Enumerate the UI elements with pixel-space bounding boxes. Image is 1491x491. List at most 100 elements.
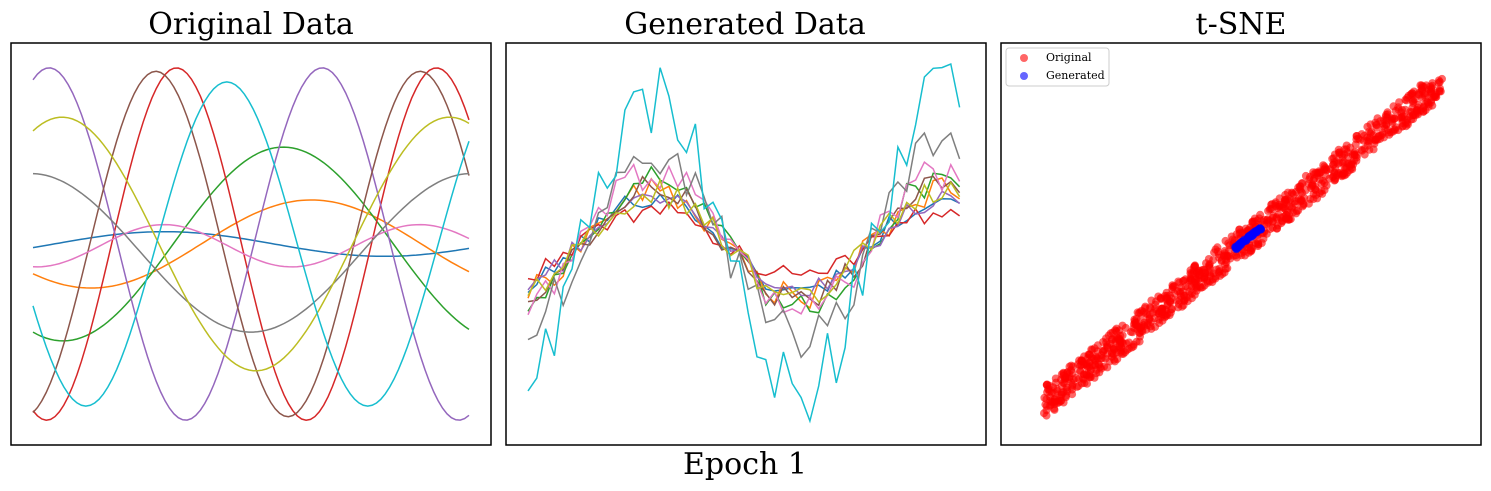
tsne-point-original [1108,335,1117,344]
tsne-point-original [1271,199,1280,208]
tsne-point-original [1418,93,1427,102]
tsne-point-original [1357,145,1366,154]
original-series-line-4 [32,67,470,421]
tsne-point-original [1379,133,1388,142]
tsne-point-original [1352,132,1361,140]
tsne-point-original [1268,217,1277,226]
tsne-point-original [1277,219,1286,228]
tsne-point-original [1160,291,1169,300]
tsne-point-original [1265,205,1274,214]
tsne-point-original [1072,374,1080,382]
tsne-point-original [1146,322,1155,331]
tsne-point-original [1040,409,1048,418]
tsne-point-original [1339,169,1347,178]
tsne-point-original [1218,270,1227,278]
tsne-point-original [1383,126,1392,135]
tsne-point-original [1209,275,1217,284]
tsne-point-generated [1257,225,1265,234]
tsne-point-original [1090,373,1099,382]
tsne-plot-area [1040,74,1446,420]
tsne-point-original [1250,214,1259,223]
original-data-title: Original Data [148,7,354,42]
tsne-point-original [1307,182,1316,190]
tsne-point-original [1175,287,1184,296]
tsne-legend: Original Generated [1005,47,1110,87]
tsne-point-original [1418,82,1427,91]
original-data-plot-area [32,67,470,421]
generated-series-line-9 [527,62,961,424]
tsne-point-original [1280,204,1288,213]
tsne-point-original [1408,89,1417,98]
tsne-point-original [1084,350,1093,359]
tsne-point-original [1134,322,1143,331]
tsne-point-original [1086,366,1095,375]
tsne-point-original [1412,107,1421,116]
tsne-point-original [1076,367,1085,376]
tsne-point-original [1246,247,1255,256]
tsne-point-original [1284,215,1293,224]
tsne-point-original [1223,264,1232,273]
generated-data-panel: Generated Data [505,7,987,446]
legend-box [1005,47,1110,87]
tsne-point-original [1047,388,1056,397]
tsne-point-original [1158,305,1167,313]
original-series-line-7 [32,172,470,333]
original-data-panel: Original Data [10,7,492,446]
tsne-point-original [1060,379,1069,388]
tsne-title: t-SNE [1196,7,1287,42]
tsne-point-original [1204,255,1213,263]
original-series-line-6 [32,223,470,268]
tsne-point-original [1217,256,1226,265]
tsne-point-original [1398,112,1407,121]
tsne-point-original [1063,387,1072,396]
tsne-point-original [1189,269,1198,278]
tsne-point-original [1382,110,1391,119]
tsne-point-original [1045,401,1054,410]
tsne-point-original [1253,238,1262,247]
tsne-point-original [1167,305,1176,314]
tsne-point-original [1052,378,1060,387]
tsne-point-original [1179,276,1188,285]
tsne-point-original [1172,296,1181,305]
tsne-point-original [1367,127,1376,136]
tsne-point-original [1165,297,1174,306]
tsne-point-original [1394,126,1403,135]
tsne-point-original [1065,362,1074,371]
tsne-point-original [1112,324,1121,333]
tsne-point-original [1288,189,1297,198]
tsne-point-original [1091,361,1100,370]
tsne-point-original [1211,245,1220,254]
tsne-point-original [1435,77,1444,86]
tsne-point-original [1427,84,1436,93]
tsne-point-original [1190,279,1199,288]
tsne-point-original [1402,122,1411,131]
tsne-point-original [1292,197,1301,206]
generated-series-line-8 [527,177,961,303]
tsne-point-original [1078,357,1087,366]
tsne-point-original [1406,108,1415,116]
tsne-point-original [1109,350,1118,359]
tsne-point-original [1127,343,1136,352]
tsne-point-original [1101,354,1110,363]
tsne-point-original [1262,216,1271,225]
original-series-line-9 [32,81,470,407]
tsne-point-generated [1239,237,1248,246]
tsne-point-original [1137,315,1145,324]
tsne-point-original [1410,95,1419,104]
tsne-point-original [1394,105,1403,114]
tsne-point-original [1221,236,1230,245]
tsne-point-original [1268,223,1277,232]
tsne-point-original [1232,230,1241,239]
tsne-point-original [1056,397,1065,405]
tsne-point-original [1136,308,1145,317]
tsne-point-original [1168,281,1177,290]
generated-series-line-6 [527,161,961,316]
original-series-line-2 [32,146,470,342]
legend-generated-label: Generated [1046,69,1105,82]
original-series-line-0 [32,230,470,258]
tsne-point-original [1421,100,1430,109]
tsne-point-original [1130,315,1139,324]
tsne-point-original [1197,274,1206,283]
tsne-point-original [1099,338,1108,346]
